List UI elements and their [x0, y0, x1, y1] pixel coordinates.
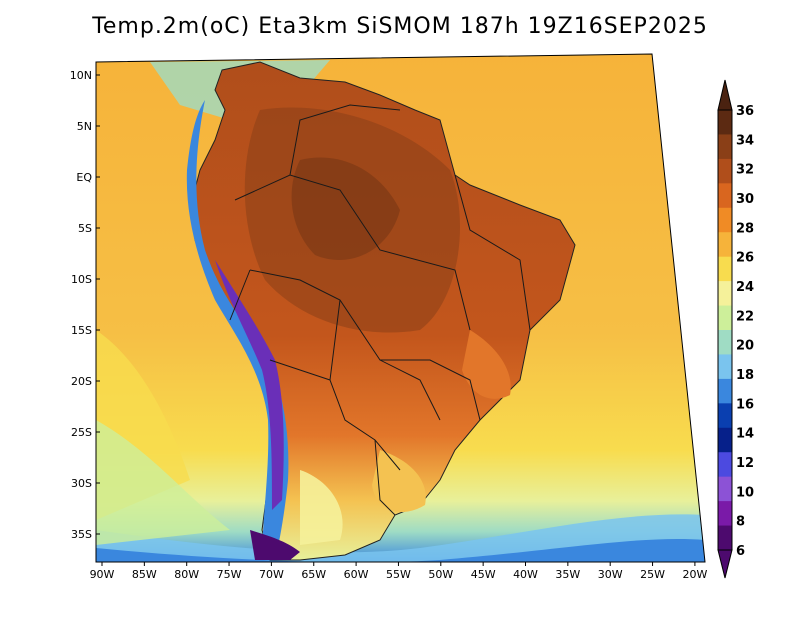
colorbar-label: 28 [736, 221, 754, 236]
colorbar-swatch [718, 281, 732, 307]
lon-tick-label: 55W [386, 568, 411, 581]
colorbar-swatch [718, 158, 732, 184]
country-borders [229, 104, 531, 516]
lon-tick-label: 30W [598, 568, 623, 581]
colorbar: 36 34 32 30 28 26 24 22 20 18 16 14 12 10 8 6 [717, 79, 754, 579]
colorbar-swatch [718, 330, 732, 355]
colorbar-label: 36 [736, 104, 754, 119]
colorbar-label: 6 [736, 544, 745, 559]
colorbar-swatch [718, 378, 732, 404]
lat-tick-label: EQ [76, 171, 92, 184]
lat-tick-label: 25S [71, 426, 92, 439]
colorbar-swatch [718, 207, 732, 233]
lon-tick-label: 35W [555, 568, 580, 581]
colorbar-label: 18 [736, 368, 754, 383]
lon-tick-label: 65W [301, 568, 326, 581]
colorbar-top-arrow [717, 79, 733, 111]
colorbar-label: 16 [736, 397, 754, 412]
lat-tick-label: 35S [71, 528, 92, 541]
lon-tick-label: 70W [259, 568, 284, 581]
colorbar-swatch [718, 427, 732, 453]
colorbar-label: 14 [736, 427, 754, 442]
map-title: Temp.2m(oC) Eta3km SiSMOM 187h 19Z16SEP2… [92, 14, 708, 39]
colorbar-label: 20 [736, 339, 754, 354]
lat-tick-label: 5S [78, 222, 92, 235]
colorbar-swatch [718, 134, 732, 160]
colorbar-bottom-arrow [717, 549, 733, 579]
colorbar-swatch [718, 110, 732, 135]
map-frame [95, 53, 706, 563]
lon-tick-label: 80W [174, 568, 199, 581]
latitude-axis: 10N 5N EQ 5S 10S 15S 20S 25S 30S 35S [70, 69, 100, 541]
lon-tick-label: 90W [90, 568, 115, 581]
lon-tick-label: 20W [682, 568, 707, 581]
colorbar-label: 8 [736, 515, 745, 530]
colorbar-swatch [718, 525, 732, 551]
andes-cold-strip [186, 100, 289, 560]
colorbar-swatch [718, 305, 732, 331]
lat-tick-label: 30S [71, 477, 92, 490]
colorbar-label: 34 [736, 133, 754, 148]
lon-tick-label: 45W [471, 568, 496, 581]
lon-tick-label: 40W [513, 568, 538, 581]
colorbar-frame [717, 109, 733, 551]
lon-tick-label: 25W [640, 568, 665, 581]
colorbar-label: 26 [736, 251, 754, 266]
colorbar-swatch [718, 403, 732, 429]
colorbar-label: 24 [736, 280, 754, 295]
lon-tick-label: 50W [428, 568, 453, 581]
lat-tick-label: 5N [77, 120, 92, 133]
lat-tick-label: 10N [70, 69, 92, 82]
colorbar-label: 12 [736, 456, 754, 471]
colorbar-swatch [718, 183, 732, 209]
lon-tick-label: 85W [132, 568, 157, 581]
colorbar-swatch [718, 232, 732, 258]
lat-tick-label: 10S [71, 273, 92, 286]
colorbar-label: 32 [736, 163, 754, 178]
lat-tick-label: 15S [71, 324, 92, 337]
colorbar-swatch [718, 354, 732, 380]
colorbar-label: 10 [736, 485, 754, 500]
colorbar-swatch [718, 452, 732, 478]
lon-tick-label: 60W [344, 568, 369, 581]
lon-tick-label: 75W [217, 568, 242, 581]
colorbar-swatch [718, 476, 732, 502]
longitude-axis: 90W 85W 80W 75W 70W 65W 60W 55W 50W 45W 40W 35W 30W 2… [90, 562, 707, 581]
colorbar-swatch [718, 501, 732, 527]
colorbar-label: 22 [736, 309, 754, 324]
lat-tick-label: 20S [71, 375, 92, 388]
colorbar-swatch [718, 256, 732, 282]
colorbar-label: 30 [736, 192, 754, 207]
